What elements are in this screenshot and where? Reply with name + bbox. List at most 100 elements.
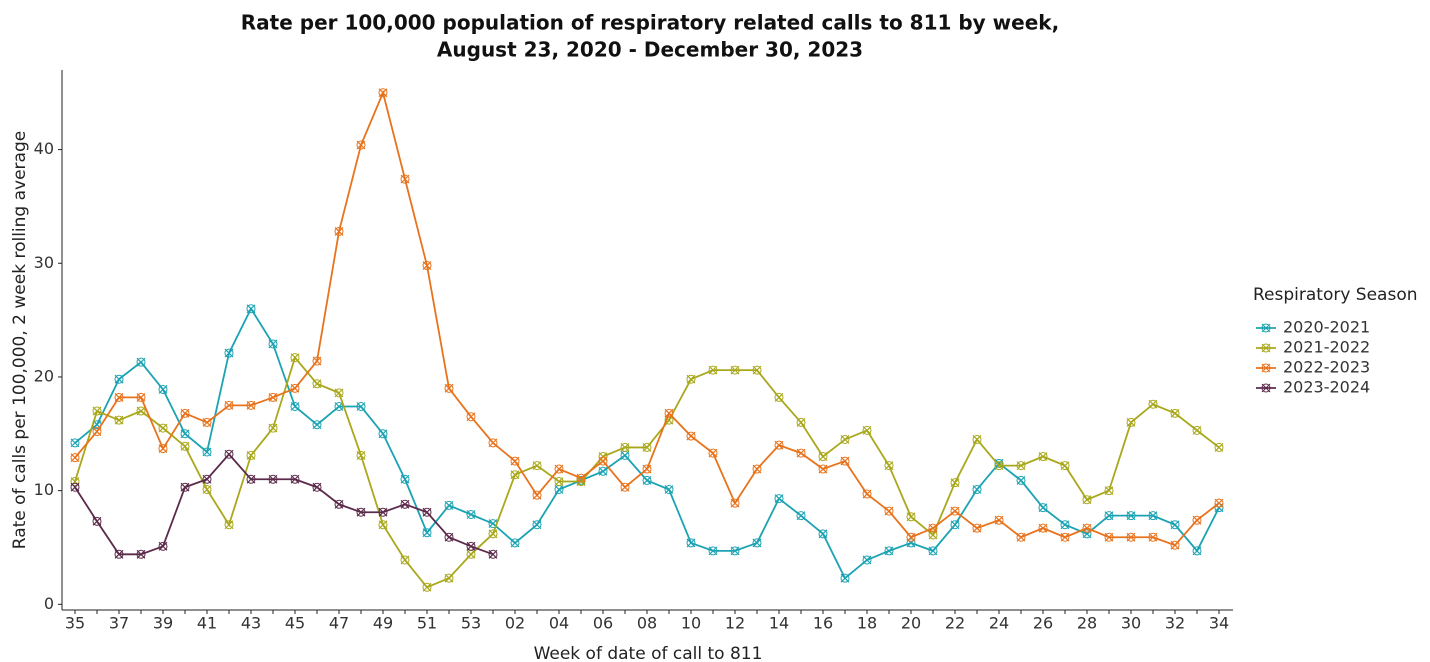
- data-point: [158, 444, 168, 454]
- marker-cross: [290, 353, 300, 363]
- data-point: [268, 339, 278, 349]
- data-point: [884, 506, 894, 516]
- marker-circle: [554, 464, 564, 474]
- marker-circle: [708, 365, 718, 375]
- data-point: [1060, 532, 1070, 542]
- marker-cross: [422, 582, 432, 592]
- marker-cross: [334, 402, 344, 411]
- marker-circle: [114, 549, 124, 559]
- data-point: [642, 464, 652, 474]
- data-point: [444, 532, 454, 542]
- data-point: [1126, 511, 1136, 521]
- marker-circle: [1104, 511, 1114, 521]
- marker-circle: [378, 520, 388, 530]
- marker-cross: [510, 470, 520, 480]
- marker-circle: [796, 511, 806, 521]
- data-point: [1214, 498, 1224, 508]
- marker-circle: [906, 532, 916, 542]
- x-tick-label: 10: [681, 614, 701, 633]
- x-tick-label: 24: [989, 614, 1009, 633]
- marker-circle: [686, 538, 696, 548]
- legend-key-marker: [1261, 343, 1271, 353]
- data-point: [466, 510, 476, 520]
- marker-cross: [554, 464, 564, 474]
- data-point: [290, 474, 300, 484]
- data-point: [466, 541, 476, 551]
- marker-cross: [1261, 323, 1271, 333]
- data-point: [818, 464, 828, 474]
- marker-circle: [950, 478, 960, 488]
- data-point: [290, 353, 300, 363]
- marker-circle: [268, 392, 278, 402]
- series-line: [74, 452, 494, 556]
- marker-circle: [1016, 461, 1026, 471]
- data-point: [1104, 486, 1114, 496]
- marker-cross: [510, 456, 520, 466]
- data-point: [136, 406, 146, 416]
- data-point: [158, 423, 168, 433]
- data-point: [224, 348, 234, 358]
- marker-cross: [576, 473, 586, 483]
- marker-cross: [972, 523, 982, 533]
- data-point: [664, 415, 674, 425]
- data-point: [686, 431, 696, 441]
- marker-circle: [598, 466, 608, 476]
- data-point: [598, 456, 608, 466]
- marker-cross: [312, 420, 322, 430]
- marker-cross: [620, 482, 630, 492]
- marker-cross: [224, 449, 234, 459]
- marker-cross: [598, 456, 608, 466]
- marker-circle: [708, 546, 718, 556]
- marker-circle: [1082, 495, 1092, 505]
- marker-cross: [994, 461, 1004, 471]
- marker-cross: [136, 406, 146, 416]
- marker-circle: [818, 452, 828, 462]
- marker-cross: [1104, 486, 1114, 496]
- marker-circle: [268, 474, 278, 484]
- marker-circle: [1192, 546, 1202, 556]
- marker-cross: [884, 546, 894, 556]
- x-tick-label: 02: [505, 614, 525, 633]
- marker-cross: [268, 423, 278, 433]
- marker-cross: [290, 402, 300, 411]
- marker-cross: [1104, 511, 1114, 521]
- marker-cross: [290, 383, 300, 393]
- marker-cross: [950, 506, 960, 516]
- marker-circle: [686, 374, 696, 384]
- data-point: [796, 417, 806, 427]
- marker-circle: [114, 415, 124, 425]
- marker-cross: [730, 546, 740, 556]
- data-point: [576, 473, 586, 483]
- marker-circle: [774, 440, 784, 450]
- data-point: [290, 383, 300, 393]
- marker-circle: [576, 473, 586, 483]
- marker-circle: [136, 406, 146, 416]
- marker-circle: [1038, 503, 1048, 513]
- data-point: [796, 511, 806, 521]
- x-tick-label: 49: [373, 614, 393, 633]
- data-point: [752, 464, 762, 474]
- marker-cross: [686, 431, 696, 441]
- legend-label: 2021-2022: [1283, 338, 1370, 357]
- marker-circle: [1214, 442, 1224, 452]
- marker-circle: [928, 523, 938, 533]
- marker-cross: [422, 261, 432, 270]
- marker-circle: [752, 464, 762, 474]
- marker-cross: [862, 425, 872, 435]
- data-point: [70, 438, 80, 448]
- data-point: [620, 442, 630, 452]
- marker-circle: [334, 499, 344, 509]
- marker-cross: [1261, 363, 1271, 373]
- marker-circle: [290, 474, 300, 484]
- x-tick-label: 16: [813, 614, 833, 633]
- marker-cross: [92, 516, 102, 526]
- data-point: [1126, 532, 1136, 542]
- data-point: [1170, 520, 1180, 530]
- marker-cross: [620, 450, 630, 460]
- marker-cross: [598, 452, 608, 461]
- marker-cross: [1148, 399, 1158, 409]
- marker-circle: [158, 384, 168, 394]
- data-point: [906, 512, 916, 522]
- marker-circle: [268, 339, 278, 349]
